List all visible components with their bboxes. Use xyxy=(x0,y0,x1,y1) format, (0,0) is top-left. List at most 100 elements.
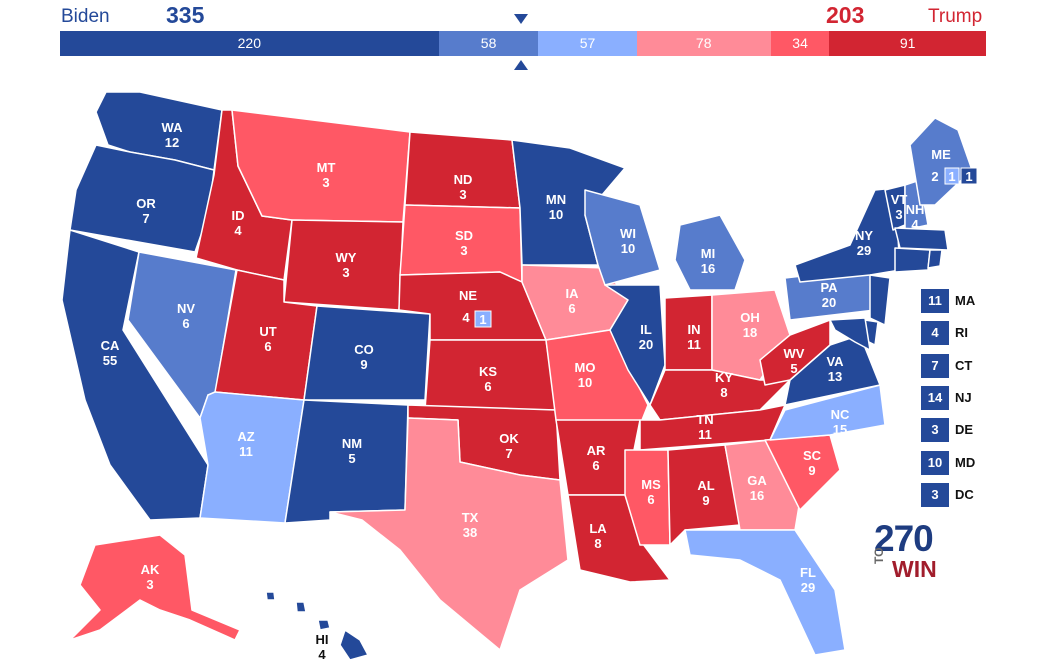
small-state-name-ma: MA xyxy=(955,293,976,308)
state-label-sc: SC xyxy=(803,448,822,463)
small-state-box-nj[interactable]: 14 xyxy=(921,385,949,410)
state-hi-island-3[interactable] xyxy=(295,601,307,613)
state-ev-ga: 16 xyxy=(750,488,764,503)
state-ev-pa: 20 xyxy=(822,295,836,310)
state-hi-island-2[interactable] xyxy=(317,619,331,631)
bar-segment-lean-r[interactable]: 78 xyxy=(636,31,771,56)
state-label-mo: MO xyxy=(575,360,596,375)
state-ca[interactable] xyxy=(61,229,209,521)
majority-marker-bottom-icon xyxy=(514,60,528,70)
state-ev-or: 7 xyxy=(142,211,149,226)
state-ev-ny: 29 xyxy=(857,243,871,258)
me-district-1-box[interactable] xyxy=(944,167,960,185)
state-ev-nm: 5 xyxy=(348,451,355,466)
biden-total: 335 xyxy=(166,2,205,28)
bar-segment-lean-d[interactable]: 57 xyxy=(538,31,637,56)
state-label-or: OR xyxy=(136,196,156,211)
small-state-box-ct[interactable]: 7 xyxy=(921,353,949,378)
state-label-wy: WY xyxy=(336,250,357,265)
electoral-vote-bar: 220 58 57 78 34 91 xyxy=(60,31,986,56)
state-label-la: LA xyxy=(589,521,607,536)
state-label-nc: NC xyxy=(831,407,850,422)
small-state-box-dc[interactable]: 3 xyxy=(921,482,949,507)
state-ms[interactable] xyxy=(624,449,671,546)
state-ev-wa: 12 xyxy=(165,135,179,150)
state-ev-oh: 18 xyxy=(743,325,757,340)
state-label-in: IN xyxy=(688,322,701,337)
me-district-2-box[interactable] xyxy=(960,167,978,185)
state-nh[interactable] xyxy=(904,179,929,231)
state-wv[interactable] xyxy=(759,319,831,386)
state-ak[interactable] xyxy=(69,534,241,641)
state-label-ga: GA xyxy=(747,473,767,488)
state-ev-ms: 6 xyxy=(647,492,654,507)
me-district-1-ev: 1 xyxy=(948,169,955,184)
state-label-az: AZ xyxy=(237,429,254,444)
state-ev-sd: 3 xyxy=(460,243,467,258)
state-nc[interactable] xyxy=(769,384,886,441)
state-label-ne: NE xyxy=(459,288,477,303)
biden-name: Biden xyxy=(61,6,110,27)
state-nm[interactable] xyxy=(284,399,409,524)
state-ev-fl: 29 xyxy=(801,580,815,595)
state-fl[interactable] xyxy=(684,529,846,656)
state-ev-ks: 6 xyxy=(484,379,491,394)
state-label-ms: MS xyxy=(641,477,661,492)
state-ev-la: 8 xyxy=(594,536,601,551)
state-ev-nv: 6 xyxy=(182,316,189,331)
state-md[interactable] xyxy=(829,317,871,351)
state-ev-co: 9 xyxy=(360,357,367,372)
small-state-box-de[interactable]: 3 xyxy=(921,418,949,443)
state-label-ok: OK xyxy=(499,431,519,446)
state-mo[interactable] xyxy=(545,329,649,426)
state-label-nv: NV xyxy=(177,301,195,316)
state-label-tx: TX xyxy=(462,510,479,525)
state-ct[interactable] xyxy=(894,247,931,273)
state-al[interactable] xyxy=(667,444,741,546)
small-state-box-md[interactable]: 10 xyxy=(921,450,949,475)
state-hi-island-4[interactable] xyxy=(265,591,276,601)
state-ev-vt: 3 xyxy=(895,207,902,222)
state-label-ca: CA xyxy=(101,338,120,353)
state-ev-mt: 3 xyxy=(322,175,329,190)
state-ev-mn: 10 xyxy=(549,207,563,222)
state-nj[interactable] xyxy=(869,274,891,326)
ne-district-box[interactable] xyxy=(474,310,492,328)
bar-segment-safe-d[interactable]: 220 xyxy=(60,31,439,56)
state-ev-il: 20 xyxy=(639,337,653,352)
state-ny[interactable] xyxy=(794,187,901,283)
state-label-co: CO xyxy=(354,342,374,357)
state-mi[interactable] xyxy=(674,214,746,291)
small-state-name-ct: CT xyxy=(955,357,973,373)
state-ev-ak: 3 xyxy=(146,577,153,592)
bar-segment-likely-r[interactable]: 34 xyxy=(770,31,830,56)
state-ri[interactable] xyxy=(927,249,943,269)
state-label-mn: MN xyxy=(546,192,566,207)
small-state-name-nj: NJ xyxy=(955,389,972,405)
bar-segment-likely-d[interactable]: 58 xyxy=(438,31,539,56)
state-il[interactable] xyxy=(604,284,666,406)
state-label-nd: ND xyxy=(454,172,473,187)
state-label-vt: VT xyxy=(891,192,908,207)
me-district-2-ev: 1 xyxy=(965,169,972,184)
state-ma[interactable] xyxy=(894,227,949,251)
state-ev-mo: 10 xyxy=(578,375,592,390)
state-label-nm: NM xyxy=(342,436,362,451)
trump-total: 203 xyxy=(826,2,865,28)
small-state-box-ma[interactable]: 11 xyxy=(921,289,949,313)
state-hi[interactable] xyxy=(339,629,369,661)
state-label-tn: TN xyxy=(696,412,713,427)
state-ev-mi: 16 xyxy=(701,261,715,276)
state-label-ky: KY xyxy=(715,370,733,385)
state-tx[interactable] xyxy=(329,417,569,651)
small-state-box-ri[interactable]: 4 xyxy=(921,321,949,346)
state-ev-va: 13 xyxy=(828,369,842,384)
state-ev-wi: 10 xyxy=(621,241,635,256)
state-label-wi: WI xyxy=(620,226,636,241)
state-ev-in: 11 xyxy=(687,337,701,352)
state-label-oh: OH xyxy=(740,310,760,325)
state-ev-nd: 3 xyxy=(459,187,466,202)
state-label-va: VA xyxy=(826,354,844,369)
bar-segment-safe-r[interactable]: 91 xyxy=(829,31,986,56)
